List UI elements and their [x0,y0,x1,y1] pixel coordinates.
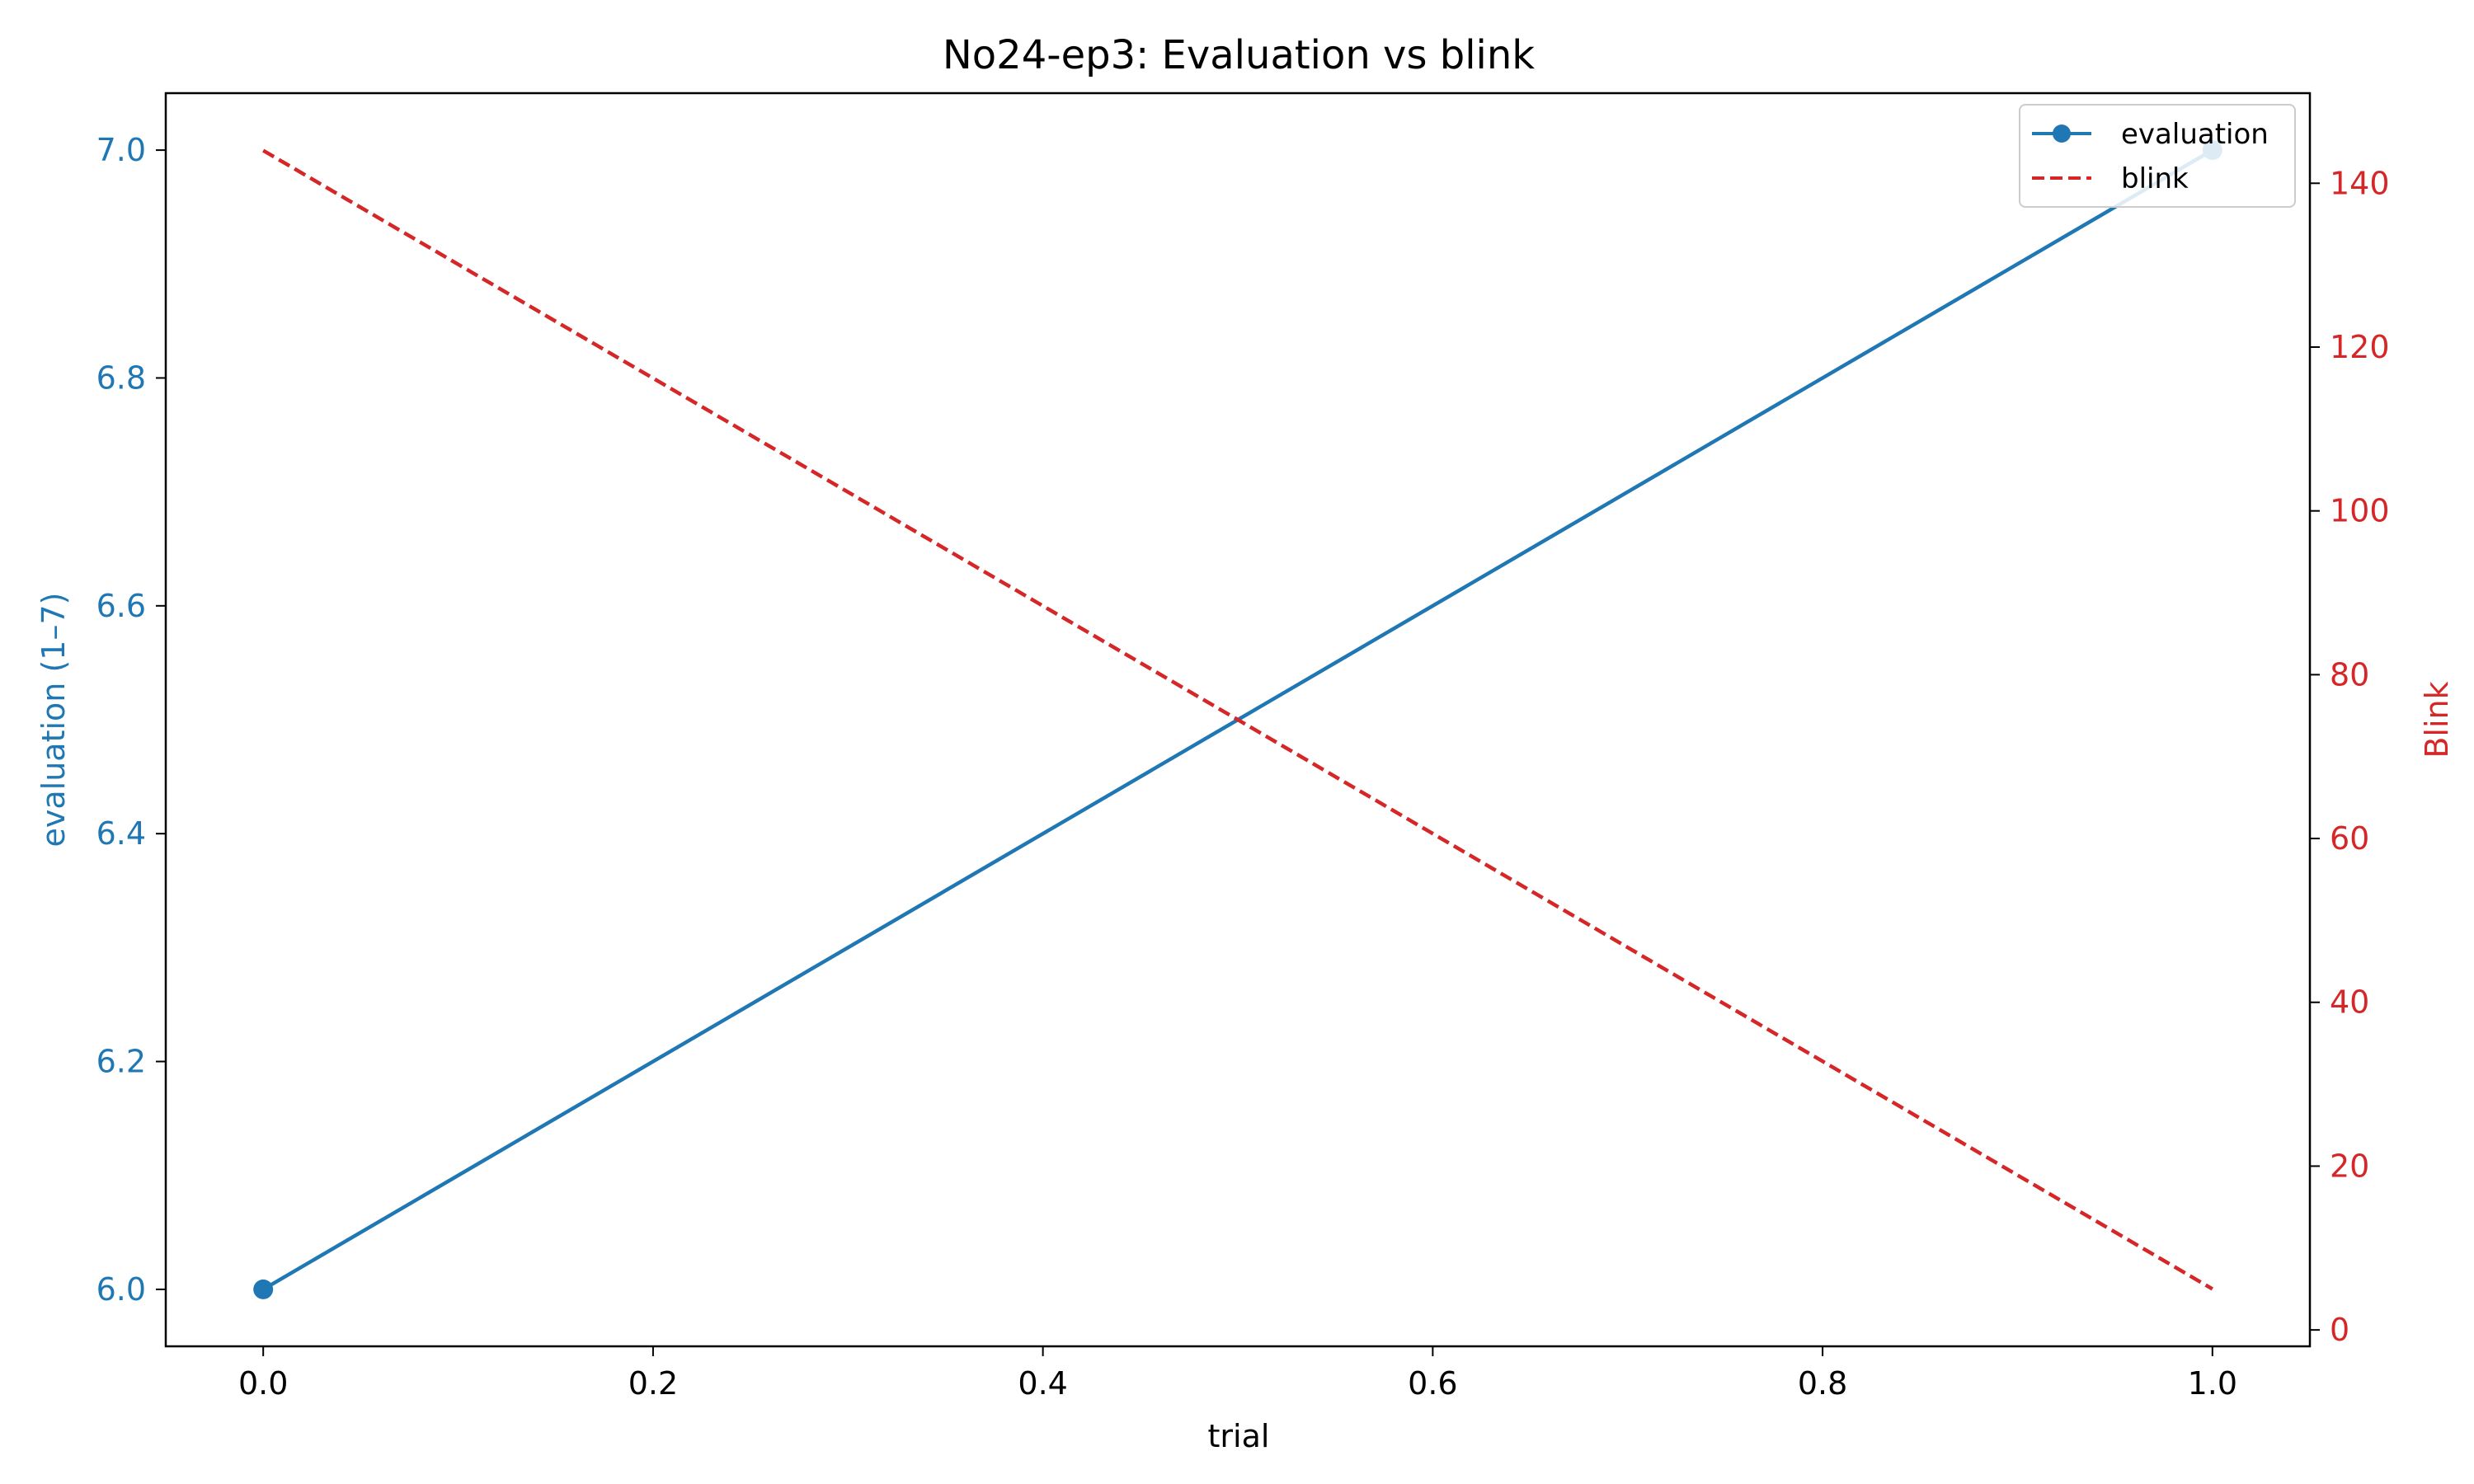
plot-area [164,92,2312,1348]
legend-evaluation-label: evaluation [2121,118,2269,151]
y-left-tick-label: 6.0 [96,1271,146,1308]
y-left-tick-label: 6.6 [96,588,146,624]
x-tick-label: 0.4 [1018,1365,1067,1402]
plot-frame [164,92,2312,1348]
y-left-tick-label: 7.0 [96,132,146,168]
y-axis-label-right: Blink [2419,681,2455,758]
y-axis-left: 6.0 6.2 6.4 6.6 6.8 7.0 [96,132,166,1308]
legend-evaluation-marker [2053,124,2071,143]
series-blink-line [262,148,2213,1291]
y-right-tick-label: 60 [2330,820,2369,857]
y-left-tick-label: 6.8 [96,359,146,396]
x-tick-label: 0.2 [628,1365,678,1402]
x-axis-label: trial [1208,1418,1270,1454]
x-tick-label: 0.0 [238,1365,288,1402]
y-left-tick-label: 6.4 [96,815,146,852]
y-right-tick-label: 140 [2330,165,2390,201]
y-axis-right: 0 20 40 60 80 100 120 140 [2310,165,2390,1348]
x-tick-label: 1.0 [2188,1365,2237,1402]
y-right-tick-label: 20 [2330,1148,2369,1184]
y-right-tick-label: 120 [2330,329,2390,365]
chart-title: No24-ep3: Evaluation vs blink [943,32,1535,78]
x-tick-label: 0.6 [1408,1365,1457,1402]
y-right-tick-label: 100 [2330,493,2390,529]
legend: evaluation blink [2019,104,2296,208]
y-right-tick-label: 40 [2330,984,2369,1021]
series-evaluation-point [253,1279,274,1299]
legend-blink-label: blink [2121,162,2189,195]
x-axis: 0.0 0.2 0.4 0.6 0.8 1.0 [238,1346,2237,1402]
x-tick-label: 0.8 [1798,1365,1847,1402]
y-left-tick-label: 6.2 [96,1044,146,1080]
y-right-tick-label: 80 [2330,656,2369,693]
y-axis-label-left: evaluation (1–7) [35,593,72,848]
legend-box [2019,104,2296,208]
y-right-tick-label: 0 [2330,1312,2349,1348]
